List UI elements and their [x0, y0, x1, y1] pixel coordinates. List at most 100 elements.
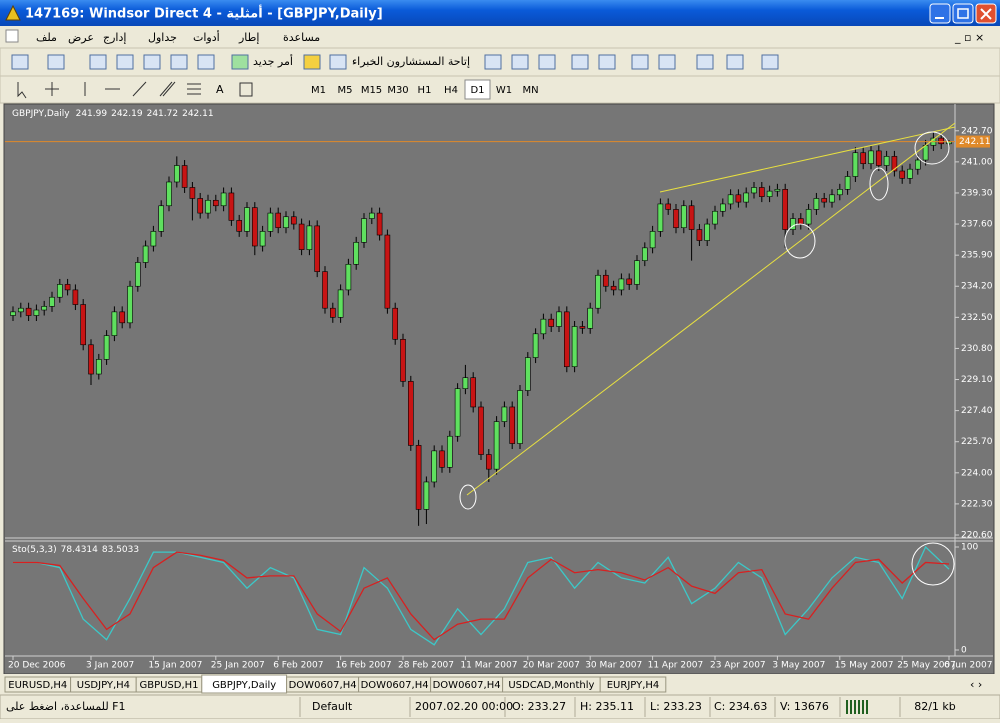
candle-body [306, 225, 313, 250]
toolbar [0, 75, 1000, 104]
candle-body [17, 307, 24, 313]
candle-body [883, 156, 890, 166]
tool-button[interactable] [89, 54, 107, 70]
menu-item[interactable]: مساعدة [283, 31, 320, 44]
candle-body [236, 220, 242, 232]
candle-body [119, 311, 125, 324]
candle-body [540, 318, 547, 335]
y-tick-label: 232.50 [961, 313, 993, 323]
expert-advisors-button[interactable]: إتاحة المستشارون الخبراء [352, 55, 470, 68]
tool-button[interactable] [329, 54, 347, 70]
candle-body [454, 388, 461, 437]
timeframe-label[interactable]: H1 [418, 85, 432, 96]
candle-body [431, 450, 438, 483]
tool-button[interactable] [571, 54, 589, 70]
y-tick-label: 227.40 [961, 406, 993, 416]
menu-item[interactable]: ملف [36, 31, 57, 44]
fibo-tool[interactable] [187, 83, 201, 95]
crosshair-tool[interactable] [45, 82, 59, 96]
candle-body [142, 245, 149, 263]
candle-body [727, 194, 734, 205]
tool-button[interactable] [726, 54, 744, 70]
candle-body [290, 216, 297, 225]
new-order-button[interactable]: أمر جديد [253, 54, 293, 68]
y-tick-label: 237.60 [961, 220, 993, 230]
label-tool[interactable] [239, 82, 253, 97]
candle-body [103, 335, 110, 360]
tab-scroll[interactable]: ‹ › [970, 678, 982, 691]
candle-body [907, 168, 913, 179]
candle-body [174, 165, 180, 183]
minimize-button[interactable] [929, 3, 951, 24]
trendline-tool[interactable] [132, 81, 147, 97]
timeframe-label[interactable]: M5 [338, 85, 353, 96]
cursor-tool[interactable] [17, 82, 27, 99]
tool-button[interactable] [484, 54, 502, 70]
maximize-button[interactable] [952, 3, 974, 24]
tab-label[interactable]: USDJPY,H4 [77, 680, 130, 691]
candle-body [64, 284, 71, 291]
status-bar [0, 694, 1000, 720]
timeframe-label[interactable]: W1 [496, 85, 512, 96]
mdi-controls[interactable]: _ ▫ × [954, 31, 984, 44]
tool-button[interactable] [598, 54, 616, 70]
tool-button[interactable] [11, 54, 29, 70]
tab-label[interactable]: EURJPY,H4 [607, 680, 660, 691]
candle-body [259, 231, 266, 247]
candle-body [244, 207, 250, 232]
candle-body [493, 421, 500, 470]
candle-body [774, 189, 781, 192]
timeframe-label[interactable]: M1 [311, 85, 326, 96]
text-tool[interactable]: A [216, 83, 224, 96]
timeframe-label[interactable]: M30 [387, 85, 408, 96]
candle-body [914, 159, 921, 170]
tab-label[interactable]: GBPUSD,H1 [139, 680, 198, 691]
candle-body [626, 278, 633, 285]
tool-button[interactable] [143, 54, 161, 70]
circle-marker [914, 131, 950, 165]
tab-label[interactable]: DOW0607,H4 [433, 680, 501, 691]
tool-button[interactable] [696, 54, 714, 70]
candle-body [368, 212, 375, 219]
candle-body [111, 311, 118, 336]
menu-item[interactable]: أدوات [193, 30, 220, 44]
menu-item[interactable]: إدارج [103, 31, 126, 44]
candle-body [25, 307, 32, 316]
candle-body [361, 218, 367, 243]
menu-item[interactable]: جداول [148, 31, 177, 44]
timeframe-label[interactable]: M15 [361, 85, 382, 96]
tool-button[interactable] [303, 54, 321, 70]
close-glyph [980, 8, 992, 20]
timeframe-button[interactable] [464, 79, 491, 100]
tool-button[interactable] [170, 54, 188, 70]
tool-button[interactable] [761, 54, 779, 70]
channel-tool[interactable] [159, 81, 176, 97]
tool-button[interactable] [197, 54, 215, 70]
tab-label[interactable]: DOW0607,H4 [361, 680, 429, 691]
open-value: 241.99 [76, 109, 108, 119]
x-tick-label: 16 Feb 2007 [336, 661, 392, 671]
candle-body [673, 209, 679, 229]
timeframe-label[interactable]: H4 [444, 85, 458, 96]
candle-body [197, 198, 203, 214]
tool-button[interactable] [631, 54, 649, 70]
tool-button[interactable] [231, 54, 249, 70]
timeframe-label[interactable]: MN [522, 85, 538, 96]
menu-item[interactable]: عرض [68, 31, 94, 44]
tab[interactable] [599, 676, 667, 693]
tool-button[interactable] [116, 54, 134, 70]
tab-label[interactable]: DOW0607,H4 [289, 680, 357, 691]
tool-button[interactable] [538, 54, 556, 70]
candle-body [220, 192, 227, 207]
tab-label[interactable]: USDCAD,Monthly [508, 680, 594, 691]
tool-button[interactable] [658, 54, 676, 70]
tab-label[interactable]: GBPJPY,Daily [212, 680, 276, 691]
candle-body [868, 150, 874, 165]
tool-button[interactable] [47, 54, 65, 70]
x-tick-label: 3 May 2007 [772, 661, 825, 671]
menu-item[interactable]: إطار [238, 31, 259, 44]
timeframe-label[interactable]: D1 [470, 85, 484, 96]
tab-label[interactable]: EURUSD,H4 [8, 680, 67, 691]
tool-button[interactable] [511, 54, 529, 70]
